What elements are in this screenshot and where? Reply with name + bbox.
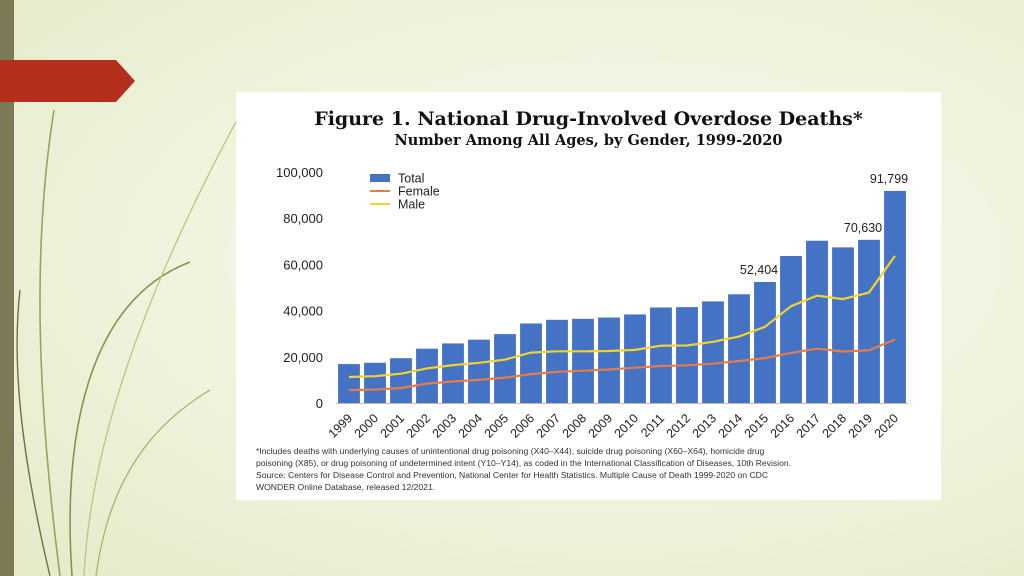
slide-left-bar [0, 0, 14, 576]
bar-total [338, 364, 360, 403]
bar-total [650, 307, 672, 403]
bar-total [598, 317, 620, 403]
bar-total [624, 314, 646, 403]
x-tick-label: 2012 [664, 411, 694, 441]
x-tick-label: 2011 [638, 411, 667, 440]
x-tick-label: 2003 [430, 411, 460, 441]
x-tick-label: 2019 [846, 411, 876, 441]
data-label: 52,404 [740, 263, 778, 277]
bar-total [806, 240, 828, 403]
footnote-line: Source: Centers for Disease Control and … [256, 470, 769, 480]
legend-label-male: Male [398, 198, 425, 212]
legend-label-female: Female [398, 185, 440, 199]
footnote-line: poisoning (X85), or drug poisoning of un… [256, 458, 792, 468]
bar-total [884, 190, 906, 403]
footnote-line: *Includes deaths with underlying causes … [256, 446, 765, 456]
legend-label-total: Total [398, 172, 424, 186]
y-tick-label: 60,000 [283, 257, 323, 272]
x-tick-label: 2007 [534, 411, 564, 441]
bar-total [832, 247, 854, 403]
decorative-grass-lines [16, 109, 239, 576]
x-tick-label: 2005 [482, 411, 512, 441]
x-tick-label: 2004 [456, 411, 486, 441]
line-female [348, 338, 896, 392]
x-tick-label: 2014 [716, 411, 746, 441]
x-tick-label: 1999 [326, 411, 356, 441]
bar-total [442, 343, 464, 403]
x-tick-label: 2018 [820, 411, 850, 441]
x-tick-label: 2000 [352, 411, 382, 441]
x-tick-label: 2017 [794, 411, 824, 441]
data-label: 91,799 [870, 172, 908, 186]
y-tick-label: 0 [316, 396, 323, 411]
overdose-chart: 0 20,000 40,000 60,000 80,000 100,000 19992000… [276, 165, 908, 441]
line-male [348, 255, 896, 379]
bar-total [416, 348, 438, 403]
data-label: 70,630 [844, 221, 882, 235]
bar-total [494, 334, 516, 403]
legend-swatch-total [370, 174, 390, 182]
figure-panel: Figure 1. National Drug-Involved Overdos… [236, 92, 941, 500]
figure-subtitle: Number Among All Ages, by Gender, 1999-2… [394, 132, 783, 149]
accent-arrow-shape [0, 60, 135, 102]
y-tick-label: 100,000 [276, 165, 323, 180]
x-tick-label: 2013 [690, 411, 720, 441]
figure-title: Figure 1. National Drug-Involved Overdos… [314, 108, 863, 130]
x-tick-label: 2008 [560, 411, 590, 441]
bar-total [572, 318, 594, 403]
footnote: *Includes deaths with underlying causes … [256, 445, 936, 493]
x-tick-label: 2009 [586, 411, 616, 441]
bar-total [364, 362, 386, 403]
bar-total [728, 294, 750, 403]
bar-total [546, 319, 568, 403]
bar-total [754, 281, 776, 403]
x-tick-label: 2020 [872, 411, 902, 441]
bar-total [780, 256, 802, 403]
footnote-line: WONDER Online Database, released 12/2021… [256, 482, 436, 492]
bar-total [520, 323, 542, 403]
x-tick-label: 2015 [742, 411, 772, 441]
x-tick-label: 2002 [404, 411, 434, 441]
y-tick-label: 40,000 [283, 304, 323, 319]
y-tick-label: 20,000 [283, 350, 323, 365]
bar-total [676, 307, 698, 403]
y-tick-label: 80,000 [283, 211, 323, 226]
x-tick-label: 2001 [378, 411, 408, 441]
bar-total [702, 301, 724, 403]
bar-total [468, 339, 490, 403]
bar-total [858, 239, 880, 403]
x-tick-label: 2016 [768, 411, 798, 441]
bar-total [390, 358, 412, 403]
x-tick-label: 2010 [612, 411, 642, 441]
x-tick-label: 2006 [508, 411, 538, 441]
